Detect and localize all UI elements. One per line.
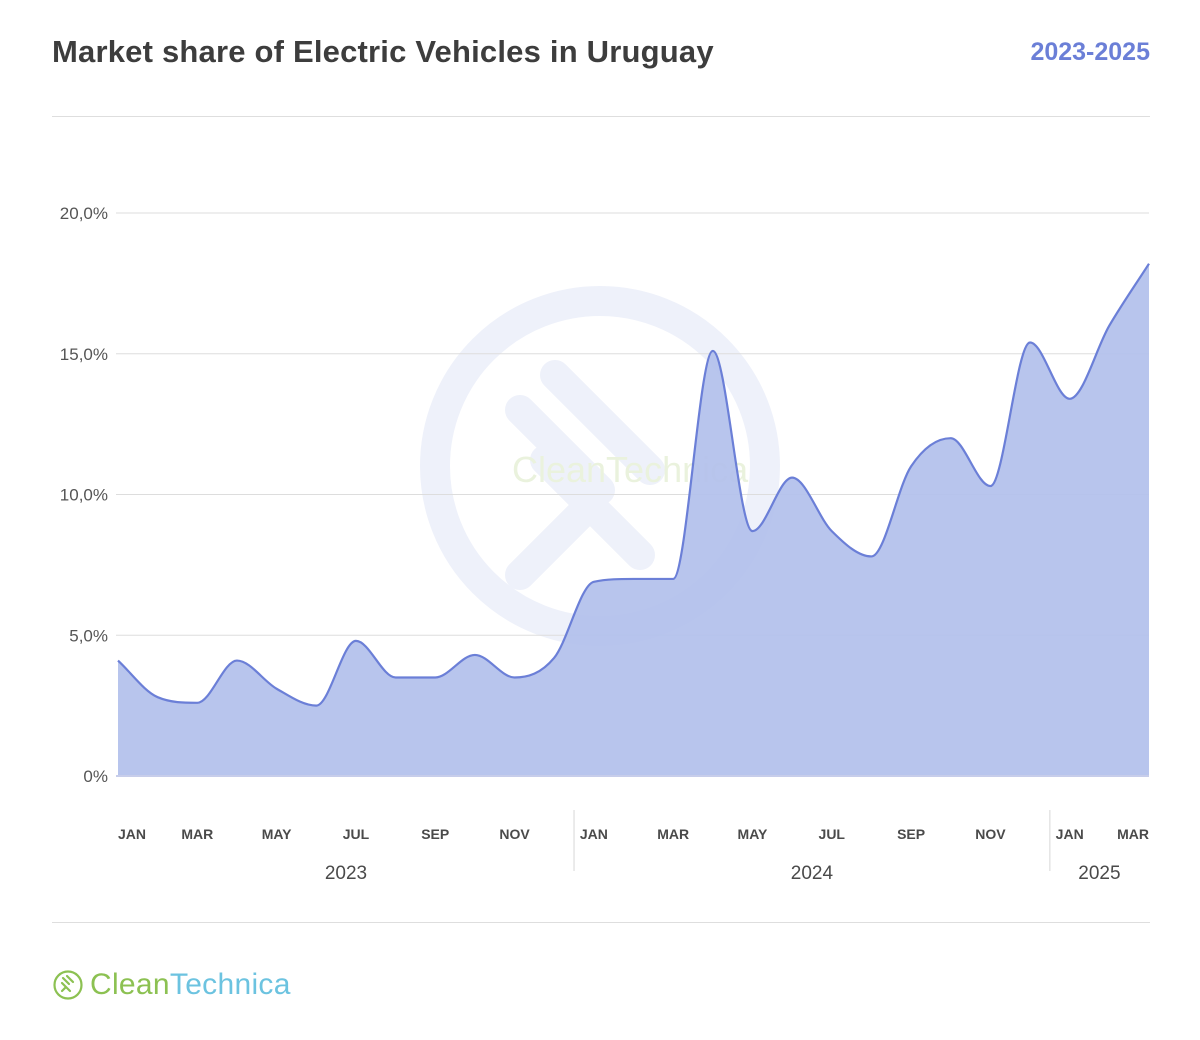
x-tick-label: NOV [499, 826, 530, 842]
year-label: 2023 [325, 863, 367, 884]
watermark-plug [505, 360, 665, 590]
x-tick-label: SEP [897, 826, 925, 842]
series-area-fill [118, 263, 1149, 776]
brand-name-clean: Clean [90, 968, 170, 1001]
header-divider [52, 116, 1150, 117]
x-tick-label: JUL [343, 826, 370, 842]
x-tick-label: JAN [118, 826, 146, 842]
x-tick-label: JAN [1056, 826, 1084, 842]
cleantechnica-logo[interactable]: CleanTechnica [52, 968, 291, 1002]
year-label: 2024 [791, 863, 834, 884]
y-tick-label: 20,0% [60, 204, 108, 223]
x-tick-label: MAR [1117, 826, 1149, 842]
x-tick-label: MAY [738, 826, 768, 842]
series-line [117, 263, 1150, 707]
x-tick-label: SEP [421, 826, 449, 842]
chart-title: Market share of Electric Vehicles in Uru… [52, 34, 714, 69]
x-tick-label: JUL [819, 826, 846, 842]
x-tick-label: JAN [580, 826, 608, 842]
brand-name-technica: Technica [169, 968, 291, 1001]
y-tick-label: 5,0% [69, 626, 108, 645]
series-area [117, 263, 1150, 777]
x-axis: JAN MAR MAY JUL SEP NOV JAN MAR MAY JUL SEP NOV JAN M… [118, 810, 1149, 884]
year-label: 2025 [1078, 863, 1120, 884]
y-tick-label: 15,0% [60, 345, 108, 364]
x-tick-label: MAY [262, 826, 292, 842]
y-tick-label: 0% [83, 767, 108, 786]
period-label: 2023-2025 [1030, 38, 1150, 66]
x-tick-label: MAR [181, 826, 213, 842]
x-tick-label: NOV [975, 826, 1006, 842]
footer-divider [52, 922, 1150, 923]
x-tick-label: MAR [657, 826, 689, 842]
y-axis: 0% 5,0% 10,0% 15,0% 20,0% [60, 204, 108, 786]
y-tick-label: 10,0% [60, 486, 108, 505]
plug-icon [53, 970, 83, 1000]
